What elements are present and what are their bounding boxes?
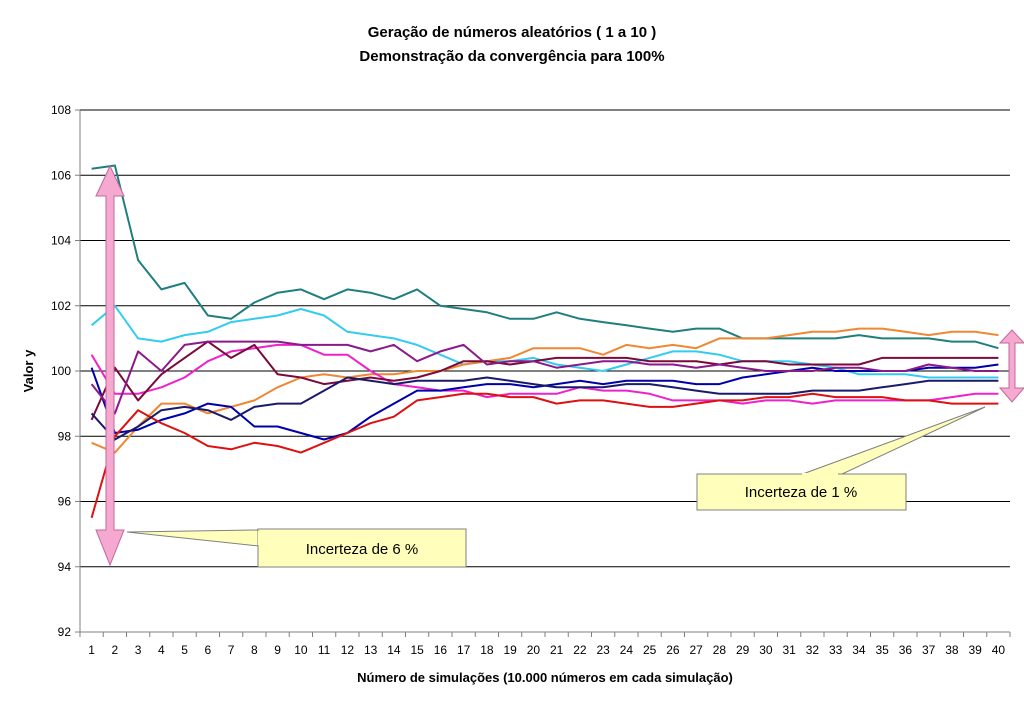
y-tick-label: 102	[51, 299, 71, 313]
x-tick-label: 25	[643, 643, 657, 657]
x-tick-label: 17	[457, 643, 471, 657]
callout-1-text: Incerteza de 1 %	[745, 484, 858, 501]
x-tick-label: 34	[852, 643, 866, 657]
uncertainty-6-arrow	[95, 164, 125, 567]
x-tick-label: 21	[550, 643, 564, 657]
x-tick-label: 35	[875, 643, 889, 657]
x-tick-label: 36	[899, 643, 913, 657]
y-tick-label: 98	[58, 429, 72, 443]
series-line-7	[90, 340, 999, 421]
x-tick-label: 22	[573, 643, 587, 657]
y-tick-label: 94	[58, 560, 72, 574]
callout-6-percent: Incerteza de 6 %	[126, 528, 467, 568]
x-tick-label: 5	[181, 643, 188, 657]
x-tick-label: 4	[158, 643, 165, 657]
x-tick-label: 31	[782, 643, 796, 657]
series-line-8	[90, 340, 999, 415]
x-tick-label: 9	[274, 643, 281, 657]
x-tick-label: 26	[666, 643, 680, 657]
y-tick-label: 92	[58, 625, 72, 639]
series-group	[90, 164, 999, 519]
x-tick-label: 32	[806, 643, 820, 657]
x-tick-label: 28	[713, 643, 727, 657]
uncertainty-1-arrow	[998, 329, 1024, 403]
x-tick-label: 15	[410, 643, 424, 657]
x-tick-label: 7	[228, 643, 235, 657]
x-tick-label: 24	[620, 643, 634, 657]
callout-1-percent: Incerteza de 1 %	[696, 406, 986, 511]
grid	[80, 109, 1010, 568]
x-axis-ticks: 1 2 3 4 5 6 7 8 9 10 11 12 13 14 15 16 17 18 19 20 21 22 23 24 2…	[79, 632, 1011, 657]
x-tick-label: 11	[318, 643, 331, 657]
x-tick-label: 3	[135, 643, 142, 657]
y-tick-label: 108	[51, 103, 71, 117]
x-tick-label: 30	[759, 643, 773, 657]
x-tick-label: 20	[527, 643, 541, 657]
y-axis-ticks: 92 94 96 98 100 102 104 106 108	[51, 103, 80, 639]
callout-6-text: Incerteza de 6 %	[306, 541, 419, 558]
x-tick-label: 38	[945, 643, 959, 657]
x-tick-label: 39	[968, 643, 982, 657]
x-tick-label: 2	[112, 643, 119, 657]
x-tick-label: 23	[596, 643, 610, 657]
series-line-6	[90, 392, 999, 519]
chart-subtitle: Demonstração da convergência para 100%	[359, 48, 664, 65]
x-tick-label: 19	[503, 643, 517, 657]
x-tick-label: 33	[829, 643, 843, 657]
y-tick-label: 104	[51, 234, 71, 248]
x-tick-label: 12	[341, 643, 355, 657]
y-tick-label: 106	[51, 168, 71, 182]
x-axis-label: Número de simulações (10.000 números em …	[357, 670, 733, 685]
x-tick-label: 1	[88, 643, 95, 657]
x-tick-label: 29	[736, 643, 750, 657]
x-tick-label: 27	[689, 643, 703, 657]
x-tick-label: 8	[251, 643, 258, 657]
series-line-9	[90, 376, 999, 441]
x-tick-label: 14	[387, 643, 401, 657]
series-line-1	[91, 164, 999, 350]
x-tick-label: 10	[294, 643, 308, 657]
x-tick-label: 16	[434, 643, 448, 657]
x-tick-label: 13	[364, 643, 378, 657]
y-tick-label: 96	[58, 495, 72, 509]
x-tick-label: 6	[205, 643, 212, 657]
y-axis-label: Valor y	[21, 349, 36, 392]
x-tick-label: 40	[992, 643, 1006, 657]
chart-title: Geração de números aleatórios ( 1 a 10 )	[368, 24, 656, 41]
series-line-3	[91, 327, 999, 454]
x-tick-label: 37	[922, 643, 936, 657]
x-tick-label: 18	[480, 643, 494, 657]
y-tick-label: 100	[51, 364, 71, 378]
series-line-4	[90, 343, 999, 405]
